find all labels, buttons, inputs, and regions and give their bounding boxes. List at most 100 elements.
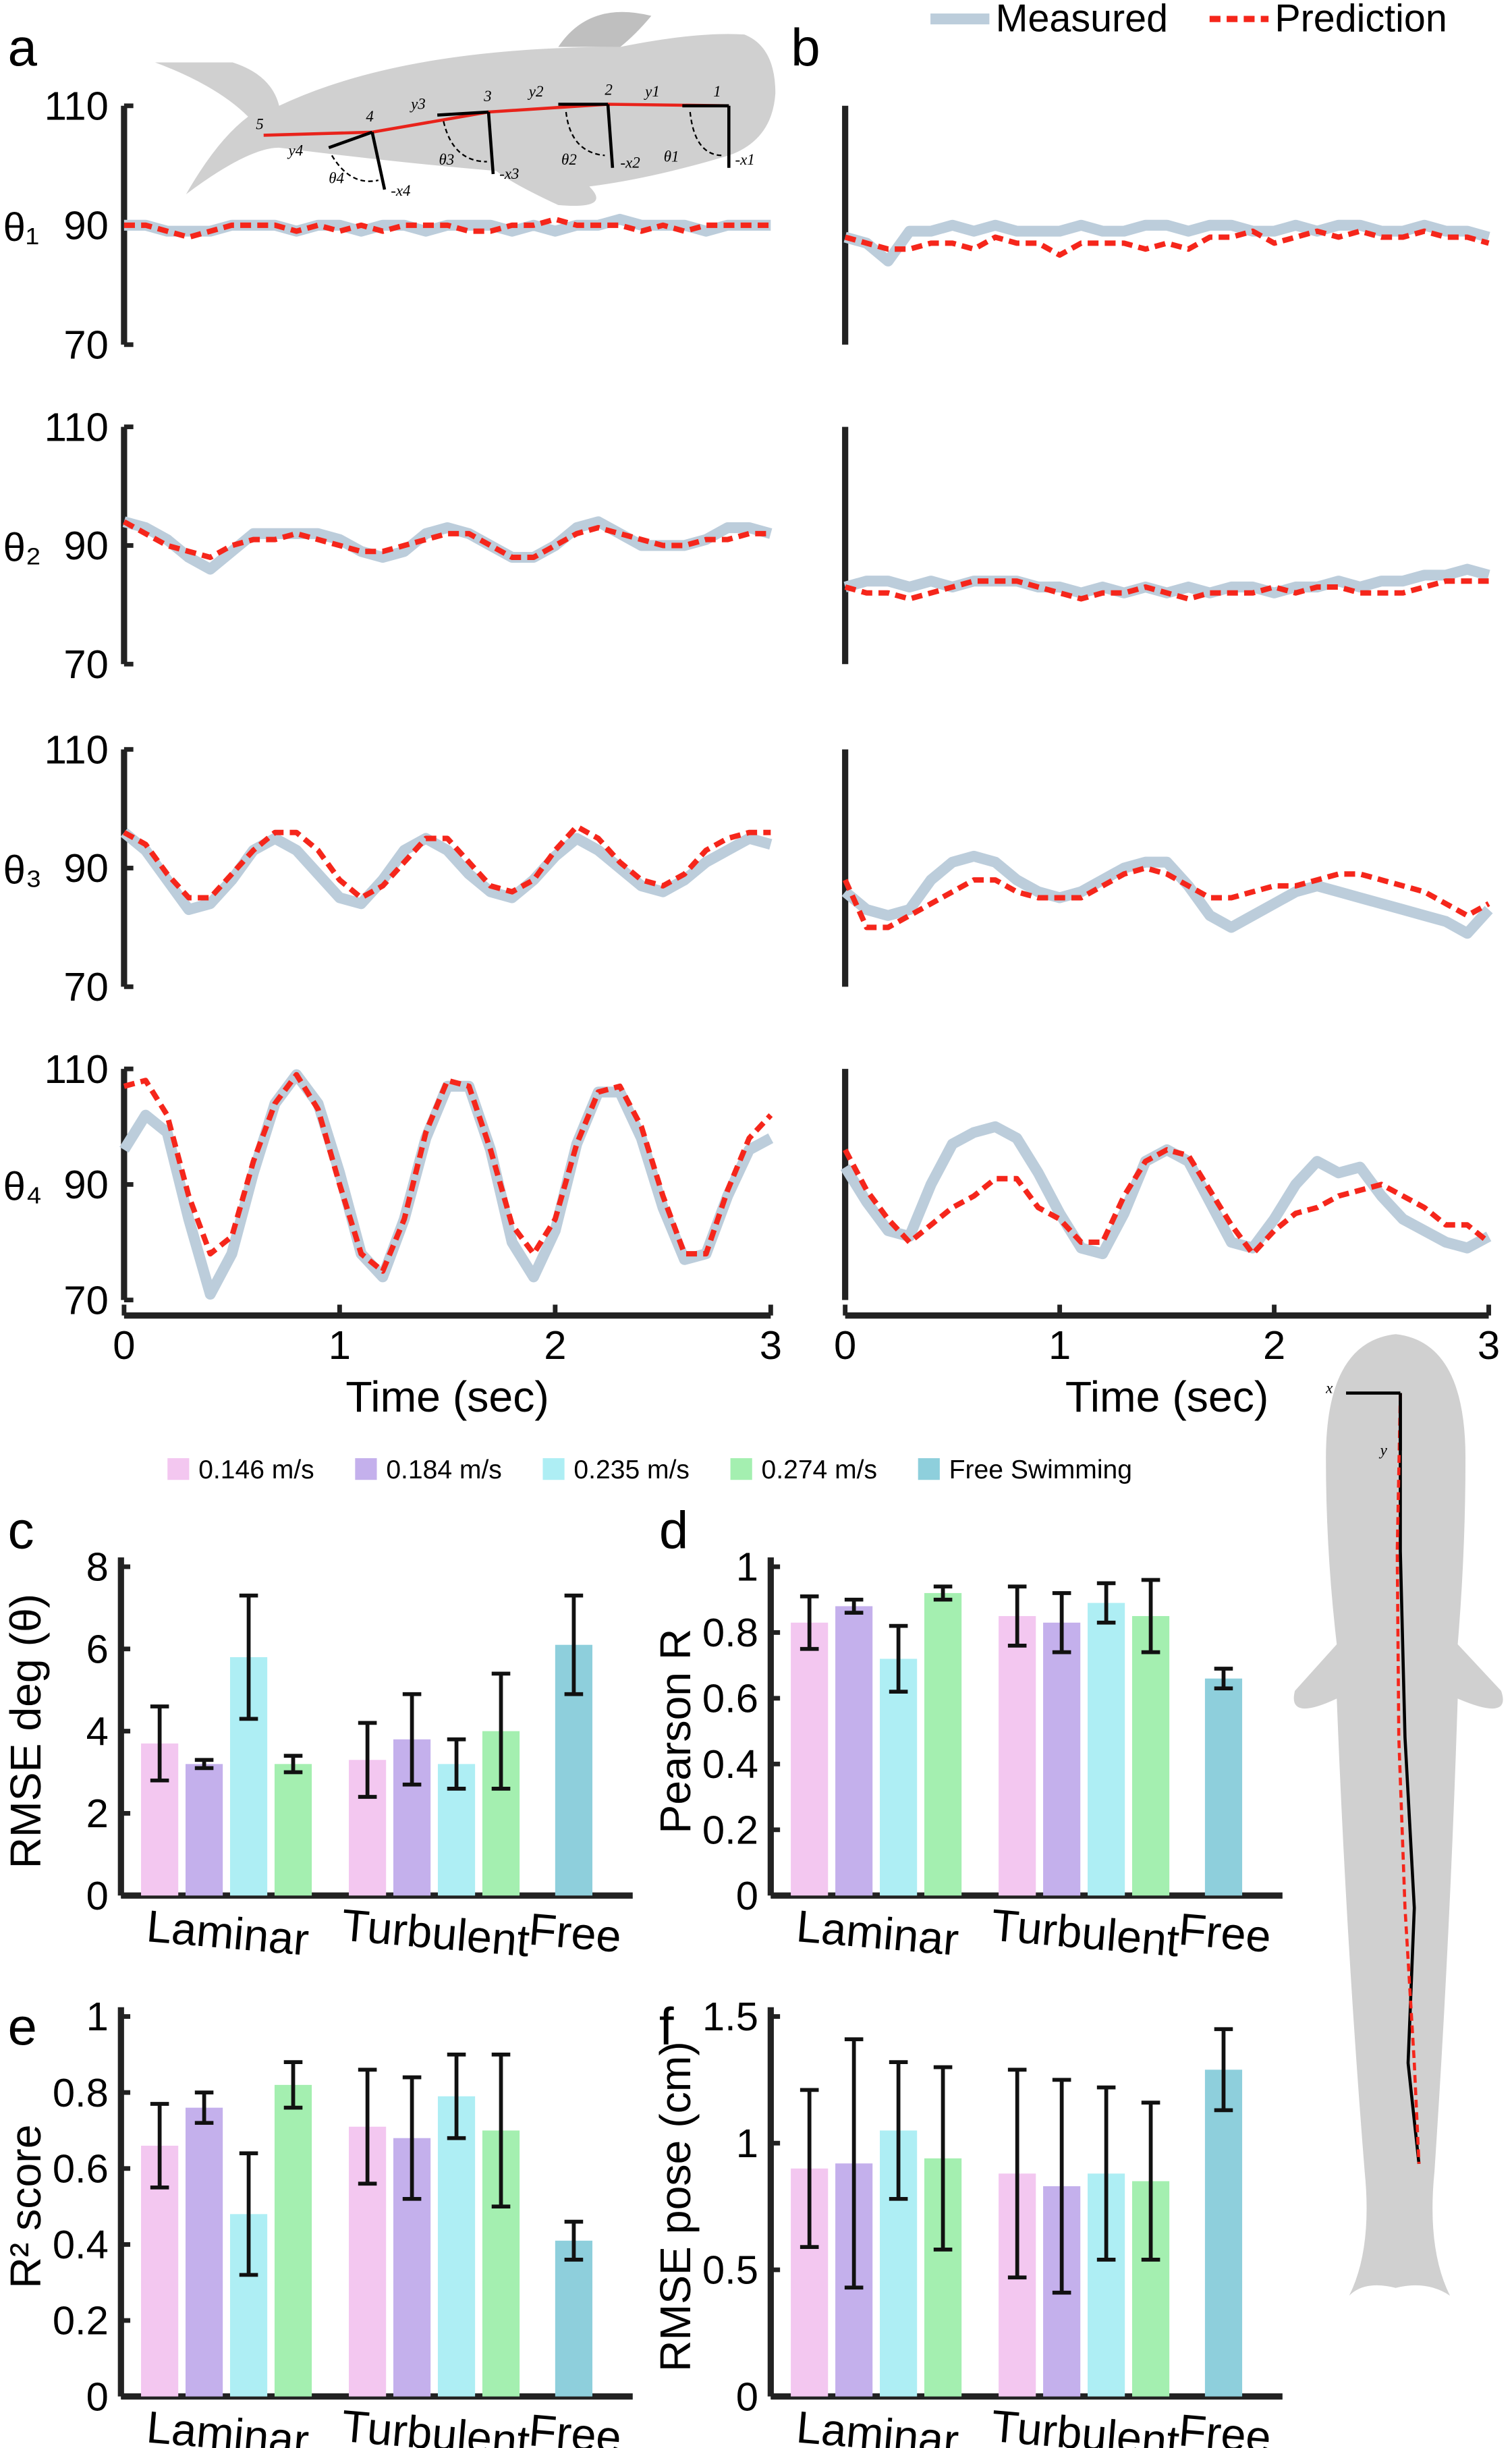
y-axis-label: y2 — [528, 83, 544, 100]
joint-label: 2 — [605, 82, 612, 99]
group-label: Free — [1177, 1905, 1273, 1963]
bar — [186, 2107, 223, 2397]
y-axis-label: R² score — [1, 2125, 50, 2289]
group-label: Free — [1177, 2405, 1273, 2448]
error-bar — [283, 1754, 303, 1775]
y-tick-label: 0.6 — [53, 2146, 109, 2191]
fish-body — [1293, 1334, 1503, 2296]
error-bar — [447, 2052, 466, 2140]
x-tick-label: 1 — [1048, 1323, 1071, 1368]
prediction-line — [842, 865, 1490, 930]
y-axis-label: θ₂ — [3, 524, 41, 569]
panel-label: e — [7, 1997, 36, 2056]
y-tick-label: 0 — [86, 1873, 109, 1918]
error-bar — [194, 1758, 214, 1771]
error-bar — [283, 2060, 303, 2110]
panel-label: b — [791, 18, 820, 77]
y-tick-label: 0 — [736, 1873, 758, 1918]
error-bar — [150, 2102, 169, 2190]
x-axis-label: Time (sec) — [345, 1372, 549, 1421]
bar — [791, 1622, 829, 1896]
measured-line — [843, 563, 1490, 599]
y-tick-label: 0.2 — [702, 1807, 758, 1852]
error-bar — [1141, 2101, 1160, 2262]
y-axis-label: θ₃ — [3, 847, 43, 892]
measured-line — [119, 1069, 774, 1300]
x-tick-label: 2 — [544, 1323, 566, 1368]
group-label: Turbulent — [989, 1900, 1181, 1966]
error-bar — [447, 1737, 466, 1791]
x-tick-label: 3 — [1478, 1323, 1500, 1368]
legend-swatch — [355, 1458, 377, 1480]
y-tick-label: 0.8 — [53, 2070, 109, 2115]
x-axis-label: -x3 — [499, 165, 519, 182]
y-tick-label: 90 — [63, 845, 108, 891]
angle-label: θ4 — [329, 170, 344, 187]
legend-swatch — [730, 1458, 752, 1480]
panel-label: a — [7, 18, 37, 77]
bar — [999, 1616, 1036, 1896]
y-tick-label: 1.5 — [702, 1994, 758, 2039]
error-bar — [402, 1692, 422, 1787]
x-axis-label: Time (sec) — [1065, 1372, 1268, 1421]
y-tick-label: 0.4 — [702, 1742, 758, 1787]
bar — [555, 2240, 593, 2397]
error-bar — [358, 1721, 377, 1799]
x-axis-label: -x1 — [735, 151, 754, 168]
x-axis-label: -x4 — [391, 182, 410, 199]
error-bar — [150, 1704, 169, 1783]
y-axis-label: θ₁ — [3, 204, 39, 250]
panel-label: c — [7, 1500, 34, 1559]
y-axis-label: Pearson R — [651, 1629, 700, 1834]
angle-label: θ2 — [561, 151, 577, 168]
legend-label: 0.184 m/s — [386, 1455, 502, 1484]
bar — [835, 1606, 873, 1896]
x-tick-label: 2 — [1263, 1323, 1285, 1368]
bar — [924, 1592, 962, 1896]
error-bar — [564, 2219, 584, 2262]
y-tick-label: 2 — [86, 1791, 109, 1836]
legend-label: Measured — [996, 0, 1168, 40]
error-bar — [491, 1671, 511, 1791]
legend-swatch — [167, 1458, 190, 1480]
y-tick-label: 4 — [86, 1708, 109, 1754]
legend-swatch — [918, 1458, 940, 1480]
prediction-line — [123, 216, 771, 240]
midline — [1399, 1393, 1421, 2165]
fish-body — [155, 34, 776, 206]
y-axis-label: RMSE pose (cm) — [651, 2041, 700, 2372]
bar — [1204, 1678, 1243, 1896]
frame-y-label: y — [1379, 1441, 1388, 1458]
legend-label: 0.235 m/s — [573, 1455, 690, 1484]
joint-label: 3 — [483, 88, 491, 105]
x-tick-label: 1 — [329, 1323, 351, 1368]
error-bar — [933, 2065, 953, 2252]
error-bar — [1052, 1591, 1071, 1654]
joint-label: 4 — [366, 108, 373, 125]
error-bar — [358, 2067, 377, 2186]
bar — [1204, 2069, 1243, 2397]
error-bar — [1214, 2027, 1233, 2113]
error-bar — [1214, 1667, 1233, 1691]
x-axis-label: -x2 — [620, 155, 640, 171]
group-label: Turbulent — [339, 1900, 532, 1966]
angle-arcs — [331, 111, 723, 182]
x-tick-label: 0 — [113, 1323, 135, 1368]
legend-label: 0.274 m/s — [762, 1455, 878, 1484]
x-tick-label: 3 — [760, 1323, 782, 1368]
bar — [437, 2096, 476, 2397]
y-tick-label: 6 — [86, 1626, 109, 1671]
error-bar — [1096, 2085, 1116, 2262]
y-axis-label: θ₄ — [3, 1163, 43, 1208]
y-tick-label: 110 — [45, 83, 109, 128]
y-tick-label: 70 — [63, 322, 108, 367]
measured-line — [120, 828, 773, 916]
y-tick-label: 0 — [736, 2374, 758, 2419]
error-bar — [889, 1623, 908, 1694]
fish-top-view: x y — [1293, 1334, 1503, 2296]
joint-label: 1 — [713, 83, 721, 100]
fish-fin — [558, 11, 652, 47]
group-label: Turbulent — [339, 2401, 532, 2448]
bar — [274, 1764, 312, 1896]
y-axis-label: y3 — [410, 95, 426, 112]
